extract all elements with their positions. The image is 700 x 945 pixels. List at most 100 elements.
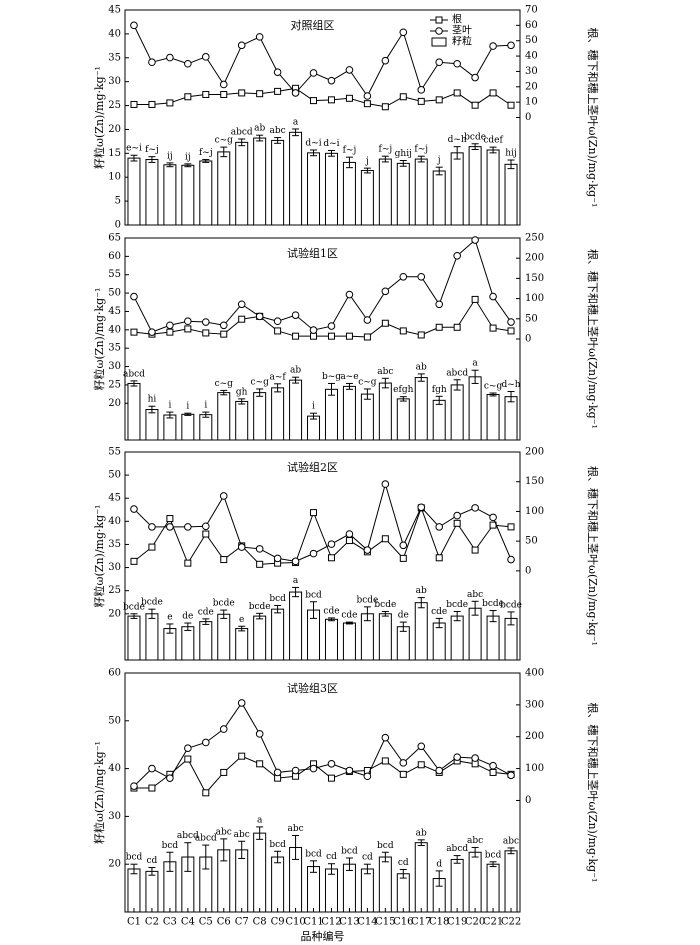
error-bar [471, 846, 479, 858]
significance-label: abcd [231, 128, 253, 138]
circle-marker [148, 523, 156, 531]
y-tick-label: 5 [115, 196, 121, 207]
square-marker [184, 755, 192, 763]
significance-label: cd [362, 853, 373, 863]
y-axis-label: 籽粒ω(Zn)/mg·kg⁻¹ [92, 505, 106, 608]
error-bar [310, 412, 318, 420]
circle-marker [130, 21, 138, 30]
significance-label: ab [290, 366, 301, 376]
significance-label: de [182, 612, 193, 622]
significance-label: bcde [213, 599, 235, 609]
square-marker [220, 556, 228, 564]
y-tick-label: 20 [108, 124, 121, 135]
y2-tick-label: 70 [525, 5, 538, 16]
square-marker [220, 330, 228, 338]
y2-tick-label: 300 [525, 699, 544, 710]
circle-marker [237, 41, 246, 50]
circle-marker [417, 86, 426, 94]
bar [145, 159, 159, 226]
circle-marker [345, 66, 354, 74]
bar [324, 152, 338, 226]
bar [378, 158, 392, 226]
bar [414, 842, 428, 913]
significance-label: bcde [500, 600, 522, 610]
circle-marker [219, 492, 228, 500]
significance-label: i [204, 401, 207, 411]
circle-marker [273, 68, 282, 76]
error-bar [453, 379, 461, 391]
bar [324, 618, 338, 661]
error-bar [310, 601, 318, 619]
error-bar [417, 597, 425, 609]
bar [450, 384, 464, 441]
square-marker [381, 535, 389, 543]
bar [145, 613, 159, 661]
error-bar [507, 611, 515, 626]
square-marker [345, 537, 353, 545]
significance-label: c~g [215, 379, 234, 389]
bar [271, 856, 285, 913]
error-bar [202, 159, 210, 163]
error-bar [166, 851, 174, 872]
significance-label: gh [236, 387, 248, 397]
square-marker [184, 93, 192, 101]
significance-label: hij [505, 149, 516, 159]
circle-marker [453, 251, 461, 260]
error-bar [471, 143, 479, 151]
legend-marker [435, 16, 443, 24]
square-marker [453, 89, 461, 97]
error-bar [256, 388, 264, 397]
circle-marker [471, 754, 479, 762]
circle-marker [453, 753, 461, 761]
significance-label: e~i [126, 144, 142, 154]
significance-label: ab [416, 586, 427, 596]
error-bar [507, 159, 515, 170]
significance-label: hi [148, 395, 157, 405]
circle-marker [184, 317, 192, 326]
bar [504, 850, 518, 913]
error-bar [417, 155, 425, 163]
error-bar [148, 156, 156, 163]
y-tick-label: 35 [108, 539, 121, 550]
square-marker [184, 325, 192, 333]
bar [253, 392, 267, 441]
error-bar [166, 411, 174, 419]
y2-tick-label: 150 [525, 273, 544, 284]
square-marker [345, 332, 353, 340]
circle-marker [309, 69, 318, 77]
circle-marker [489, 292, 497, 301]
y-tick-label: 10 [108, 172, 121, 183]
y-tick-label: 0 [115, 220, 121, 231]
x-tick-label: C1 [127, 917, 141, 928]
circle-marker [417, 742, 426, 751]
bar [432, 622, 446, 661]
circle-marker [273, 317, 282, 326]
series-line [133, 239, 512, 333]
significance-label: cde [341, 611, 357, 621]
square-marker [184, 559, 192, 567]
significance-label: bcd [269, 594, 286, 604]
y2-tick-label: 0 [525, 795, 531, 806]
error-bar [453, 855, 461, 864]
square-marker [399, 93, 407, 101]
square-marker [256, 760, 264, 768]
bar [468, 146, 482, 226]
circle-marker [363, 546, 372, 554]
significance-label: i [186, 402, 189, 412]
error-bar [292, 586, 300, 598]
error-bar [148, 405, 156, 414]
bar [414, 602, 428, 661]
bar [163, 164, 177, 226]
bar [127, 868, 141, 913]
y2-tick-label: 200 [525, 731, 544, 742]
bar [181, 413, 195, 441]
series-line [133, 482, 512, 562]
circle-marker [471, 504, 479, 512]
x-tick-label: C15 [375, 917, 395, 928]
circle-marker [201, 522, 210, 531]
significance-label: f~j [379, 145, 393, 155]
y2-tick-label: 50 [525, 313, 538, 324]
circle-marker [327, 760, 336, 768]
square-marker [363, 333, 371, 341]
